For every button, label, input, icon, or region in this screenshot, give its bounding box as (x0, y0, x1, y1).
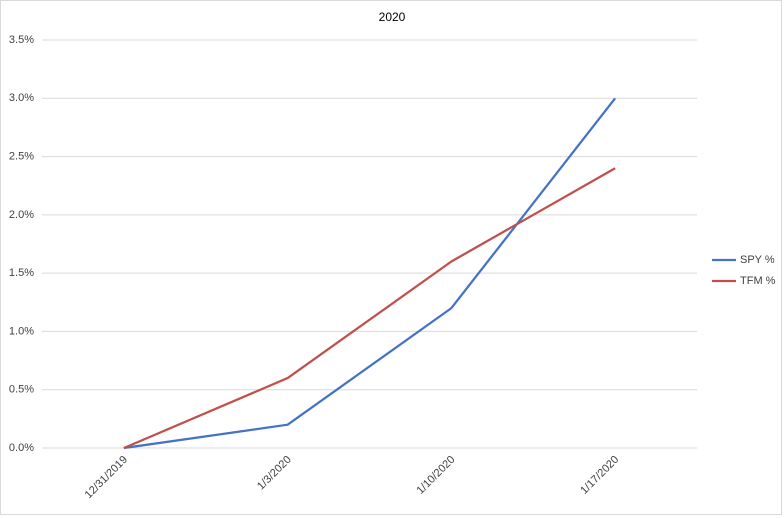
legend-label: SPY % (740, 254, 775, 266)
y-tick-label: 0.5% (9, 384, 34, 396)
y-tick-label: 2.0% (9, 209, 34, 221)
y-tick-label: 3.0% (9, 92, 34, 104)
y-tick-label: 2.5% (9, 150, 34, 162)
legend-label: TFM % (740, 275, 776, 287)
y-tick-label: 0.0% (9, 442, 34, 454)
y-tick-label: 1.5% (9, 267, 34, 279)
y-tick-label: 1.0% (9, 325, 34, 337)
series-line (123, 167, 616, 450)
series-line (123, 97, 617, 450)
y-tick-label: 3.5% (9, 34, 34, 46)
chart-title: 2020 (379, 10, 406, 24)
